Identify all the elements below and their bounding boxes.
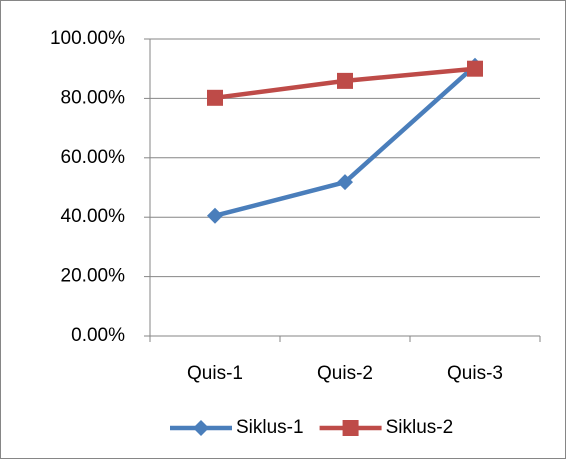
x-tick-label: Quis-3 bbox=[447, 363, 503, 384]
y-tick-label: 20.00% bbox=[61, 266, 126, 287]
marker bbox=[207, 89, 223, 106]
y-tick-label: 40.00% bbox=[61, 206, 126, 227]
y-tick-label: 100.00% bbox=[50, 28, 125, 49]
legend-label: Siklus-1 bbox=[236, 417, 304, 438]
marker bbox=[467, 60, 483, 77]
y-tick-label: 0.00% bbox=[71, 325, 125, 346]
y-tick-label: 80.00% bbox=[61, 87, 126, 108]
marker bbox=[342, 420, 359, 436]
marker bbox=[337, 72, 353, 89]
legend-label: Siklus-2 bbox=[386, 417, 454, 438]
y-tick-label: 60.00% bbox=[61, 147, 126, 168]
x-tick-label: Quis-2 bbox=[317, 363, 373, 384]
marker bbox=[337, 174, 353, 191]
marker bbox=[207, 207, 223, 224]
marker bbox=[193, 420, 209, 436]
x-tick-label: Quis-1 bbox=[187, 363, 243, 384]
